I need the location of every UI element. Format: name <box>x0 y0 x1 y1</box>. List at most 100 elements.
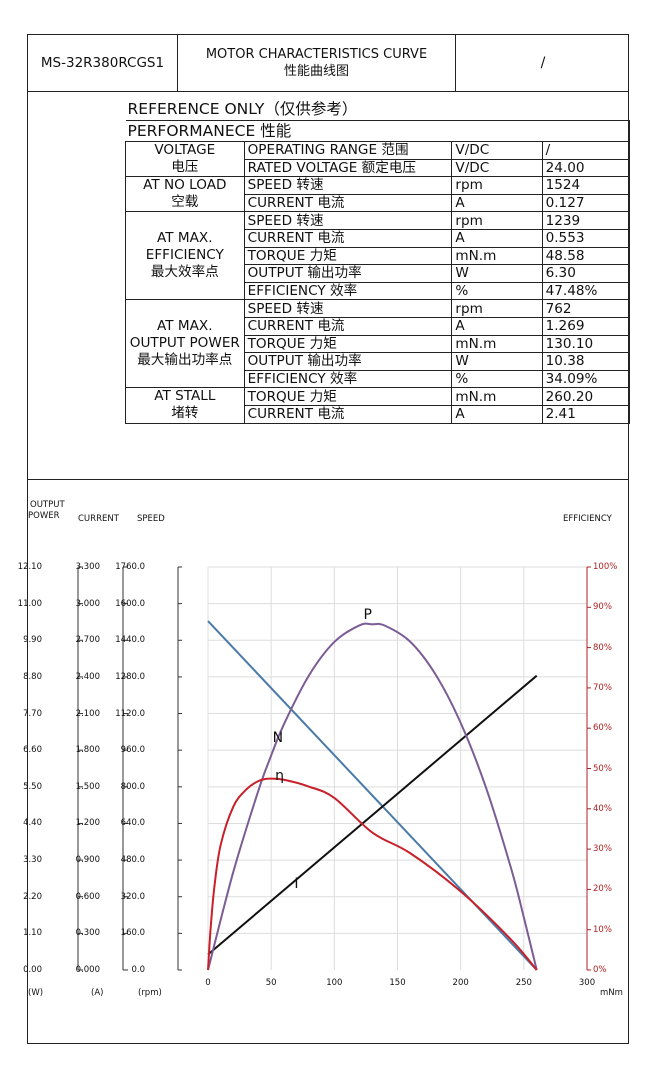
speed-tick-label: 800.0 <box>120 781 145 792</box>
speed-axis-header: SPEED <box>137 514 165 524</box>
condition-cell: AT STALL 堵转 <box>125 387 245 424</box>
power-tick-label: 12.10 <box>17 562 42 572</box>
series-line-efficiency <box>207 777 538 971</box>
current-tick-label: 3.000 <box>75 598 100 609</box>
power-tick-label: 4.40 <box>23 818 42 829</box>
condition-cell: AT NO LOAD 空载 <box>125 176 245 213</box>
value-cell: 2.41 <box>541 404 631 424</box>
value-cell: 1524 <box>541 176 631 195</box>
condition-cell: AT MAX. OUTPUT POWER 最大输出功率点 <box>125 299 245 389</box>
table-row: RATED VOLTAGE 额定电压 V/DC 24.00 <box>126 158 631 178</box>
value-cell: 0.127 <box>541 193 631 213</box>
unit-cell: rpm <box>451 211 543 230</box>
condition-label: AT MAX. <box>157 230 213 247</box>
condition-label: AT NO LOAD <box>143 177 227 194</box>
power-tick-label: 0.00 <box>23 965 42 975</box>
table-row: AT MAX. OUTPUT POWER 最大输出功率点 SPEED 转速 rpm 762 <box>125 299 631 389</box>
torque-unit-label: mNm <box>600 988 623 998</box>
condition-cell: VOLTAGE 电压 <box>125 140 245 178</box>
speed-tick-label: 1760.0 <box>115 562 145 572</box>
condition-label: EFFICIENCY <box>145 247 224 264</box>
parameter-cell: RATED VOLTAGE 额定电压 <box>243 158 453 178</box>
speed-tick-label: 480.0 <box>120 855 145 866</box>
condition-label: AT MAX. <box>157 318 213 335</box>
speed-unit-label: (rpm) <box>138 988 162 998</box>
table-row: CURRENT 电流 A 0.127 <box>126 193 631 213</box>
performance-table: REFERENCE ONLY（仅供参考） PERFORMANECE 性能 VOLTA… <box>125 98 631 424</box>
power-tick-label: 9.90 <box>23 635 42 646</box>
reference-note: REFERENCE ONLY（仅供参考） <box>127 100 358 118</box>
condition-label: AT STALL <box>154 388 216 405</box>
document-title: MOTOR CHARACTERISTICS CURVE 性能曲线图 <box>178 35 456 91</box>
model-number: MS-32R380RCGS1 <box>28 35 178 91</box>
value-cell: 34.09% <box>541 369 631 389</box>
parameter-cell: SPEED 转速 <box>243 176 453 195</box>
current-tick-label: 0.900 <box>75 855 100 866</box>
current-unit-label: (A) <box>91 988 104 998</box>
torque-tick-label: 300 <box>578 978 596 988</box>
parameter-cell: OPERATING RANGE 范围 <box>243 141 453 160</box>
parameter-cell: EFFICIENCY 效率 <box>243 369 453 389</box>
speed-tick-label: 1120.0 <box>115 708 145 719</box>
speed-tick-label: 1280.0 <box>115 671 145 682</box>
torque-tick-label: 150 <box>389 978 406 988</box>
current-tick-label: 2.400 <box>75 671 100 682</box>
current-tick-label: 0.600 <box>75 891 100 902</box>
efficiency-tick-label: 0% <box>593 965 607 975</box>
condition-label: OUTPUT POWER <box>129 335 240 352</box>
power-tick-label: 11.00 <box>17 598 42 609</box>
current-tick-label: 2.700 <box>75 635 100 646</box>
performance-row: PERFORMANECE 性能 <box>125 120 630 142</box>
header-extra-field: / <box>540 55 546 71</box>
title-en: MOTOR CHARACTERISTICS CURVE <box>205 47 428 62</box>
power-tick-label: 2.20 <box>23 891 42 902</box>
torque-tick-label: 100 <box>326 978 343 988</box>
title-cn: 性能曲线图 <box>283 64 349 79</box>
current-tick-label: 1.800 <box>75 745 100 756</box>
unit-cell: mN.m <box>451 334 543 354</box>
table-row: CURRENT 电流 A 1.269 <box>126 316 631 336</box>
current-tick-label: 2.100 <box>75 708 100 719</box>
efficiency-tick-label: 20% <box>593 884 612 895</box>
speed-tick-label: 640.0 <box>120 818 145 829</box>
condition-label: 堵转 <box>171 405 199 422</box>
power-axis-header: POWER <box>28 511 60 521</box>
power-tick-label: 7.70 <box>23 708 42 719</box>
speed-tick-label: 1600.0 <box>115 598 145 609</box>
table-row: AT NO LOAD 空载 SPEED 转速 rpm 1524 <box>125 176 631 213</box>
power-tick-label: 6.60 <box>23 745 42 756</box>
performance-heading: PERFORMANECE 性能 <box>125 120 630 142</box>
efficiency-tick-label: 50% <box>593 763 612 774</box>
torque-tick-label: 0 <box>205 978 211 988</box>
reference-row: REFERENCE ONLY（仅供参考） <box>126 98 630 121</box>
efficiency-tick-label: 30% <box>593 844 612 855</box>
condition-label: 最大输出功率点 <box>137 352 233 369</box>
power-tick-label: 5.50 <box>23 781 42 792</box>
value-cell: 24.00 <box>541 158 631 178</box>
speed-tick-label: 1440.0 <box>115 635 145 646</box>
torque-tick-label: 250 <box>515 978 532 988</box>
current-tick-label: 0.300 <box>75 928 100 939</box>
table-divider <box>28 479 628 480</box>
value-cell: 1239 <box>541 211 631 230</box>
speed-tick-label: 160.0 <box>120 928 145 939</box>
table-row: CURRENT 电流 A 2.41 <box>126 404 631 424</box>
current-tick-label: 1.500 <box>75 781 100 792</box>
efficiency-axis-header: EFFICIENCY <box>563 514 612 524</box>
speed-tick-label: 960.0 <box>120 745 145 756</box>
power-tick-label: 8.80 <box>23 671 42 682</box>
condition-label: VOLTAGE <box>154 142 216 159</box>
condition-cell: AT MAX. EFFICIENCY 最大效率点 <box>125 211 245 301</box>
table-row: TORQUE 力矩 mN.m 130.10 <box>126 334 631 354</box>
parameter-cell: SPEED 转速 <box>243 211 453 230</box>
condition-label: 空载 <box>171 194 199 211</box>
series-label: N <box>272 729 284 746</box>
power-tick-label: 3.30 <box>23 855 42 866</box>
efficiency-tick-label: 10% <box>593 924 612 935</box>
torque-tick-label: 50 <box>265 978 277 988</box>
table-row: EFFICIENCY 效率% 34.09% <box>126 369 631 389</box>
condition-label: 最大效率点 <box>150 264 219 281</box>
speed-tick-label: 320.0 <box>120 891 145 902</box>
condition-label: 电压 <box>171 159 199 176</box>
